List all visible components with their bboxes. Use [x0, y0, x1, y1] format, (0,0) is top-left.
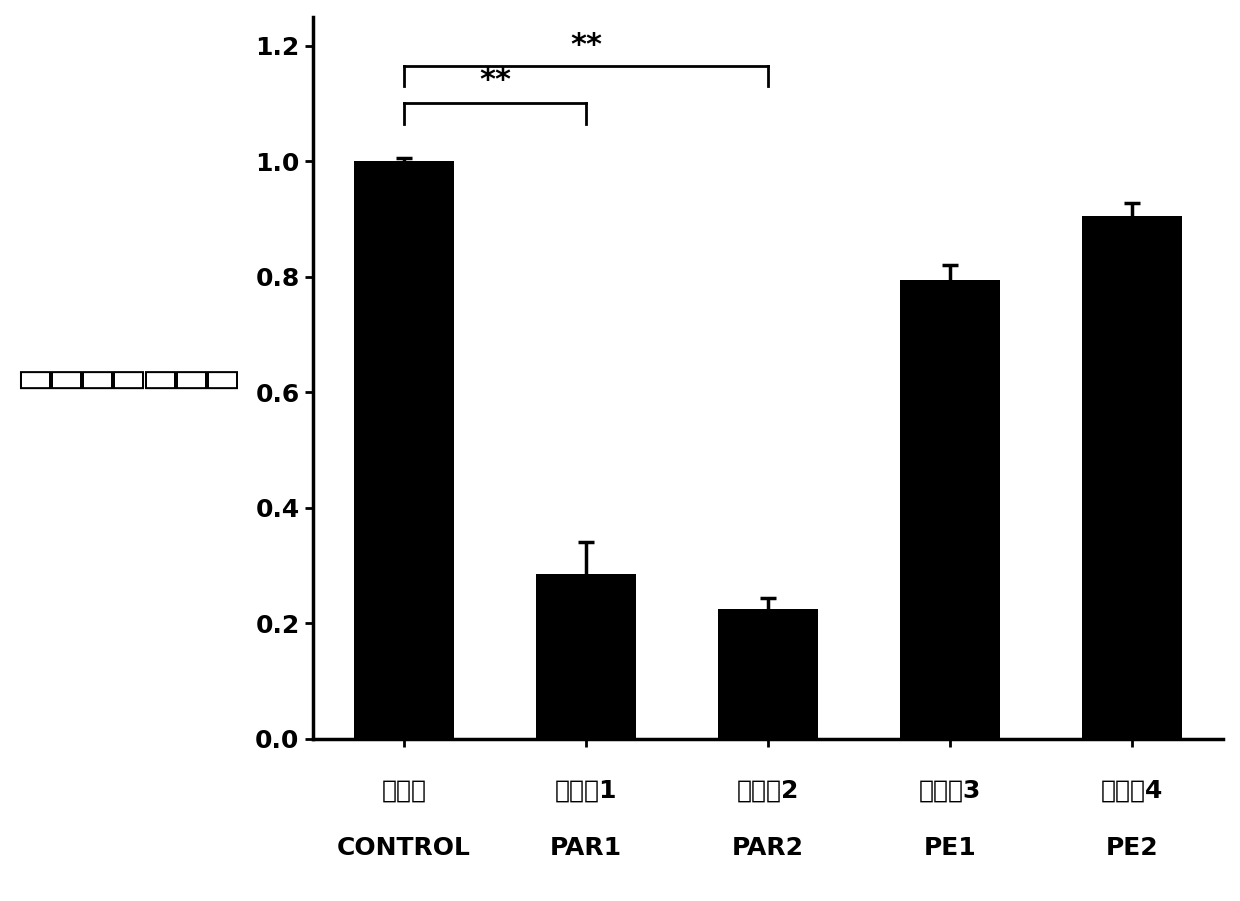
Text: **: ** [570, 31, 603, 60]
Text: 实验组1: 实验组1 [554, 778, 618, 803]
Text: 实验组4: 实验组4 [1101, 778, 1163, 803]
Text: **: ** [479, 66, 511, 95]
Bar [536, 574, 636, 739]
Text: 实验组3: 实验组3 [919, 778, 981, 803]
Text: CONTROL: CONTROL [337, 836, 471, 860]
Y-axis label: 细
胞
相
对
存
活
率: 细 胞 相 对 存 活 率 [16, 367, 238, 388]
Text: 实验组2: 实验组2 [737, 778, 800, 803]
Bar [718, 609, 818, 739]
Bar [355, 161, 454, 739]
Bar [1081, 216, 1182, 739]
Text: PAR2: PAR2 [732, 836, 804, 860]
Text: PE2: PE2 [1106, 836, 1158, 860]
Text: PAR1: PAR1 [551, 836, 622, 860]
Text: 对照组: 对照组 [382, 778, 427, 803]
Bar [900, 279, 999, 739]
Text: PE1: PE1 [924, 836, 976, 860]
